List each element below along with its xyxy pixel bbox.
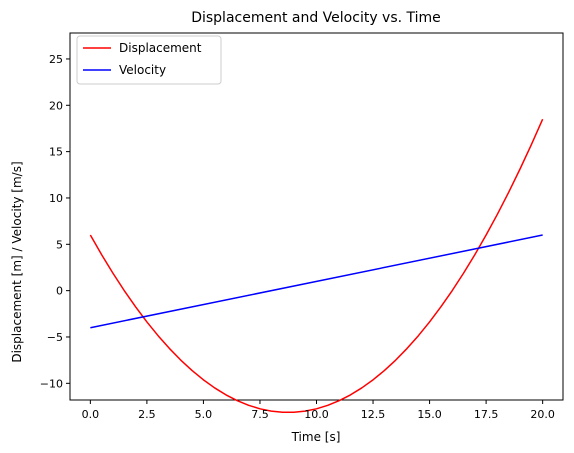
- x-tick-label: 20.0: [530, 408, 555, 421]
- x-axis-ticks: 0.0 2.5 5.0 7.5 10.0 12.5 15.0 17.5 20.0: [82, 400, 555, 421]
- y-tick-label: −5: [47, 331, 63, 344]
- legend-label-velocity: Velocity: [119, 63, 166, 77]
- y-tick-label: 5: [56, 238, 63, 251]
- x-tick-label: 10.0: [304, 408, 329, 421]
- legend-box: [76, 35, 222, 85]
- y-tick-label: 20: [49, 99, 63, 112]
- x-tick-label: 7.5: [251, 408, 269, 421]
- y-tick-label: 25: [49, 53, 63, 66]
- legend-label-displacement: Displacement: [119, 41, 202, 55]
- y-axis-label: Displacement [m] / Velocity [m/s]: [10, 161, 24, 362]
- series-line-velocity: [90, 234, 543, 329]
- chart-title: Displacement and Velocity vs. Time: [191, 10, 441, 26]
- y-axis-ticks: −10 −5 0 5 10 15 20 25: [40, 53, 70, 390]
- x-tick-label: 2.5: [138, 408, 156, 421]
- x-tick-label: 0.0: [82, 408, 100, 421]
- x-tick-label: 12.5: [361, 408, 386, 421]
- legend: Displacement Velocity: [76, 35, 222, 85]
- plot-frame: [69, 32, 564, 401]
- plot-area: [69, 32, 564, 414]
- series-line-displacement: [89, 118, 544, 414]
- x-tick-label: 17.5: [474, 408, 499, 421]
- y-tick-label: 10: [49, 192, 63, 205]
- x-tick-label: 5.0: [195, 408, 213, 421]
- x-tick-label: 15.0: [417, 408, 442, 421]
- x-axis-label: Time [s]: [291, 430, 341, 444]
- y-tick-label: 15: [49, 146, 63, 159]
- y-tick-label: −10: [40, 377, 63, 390]
- y-tick-label: 0: [56, 285, 63, 298]
